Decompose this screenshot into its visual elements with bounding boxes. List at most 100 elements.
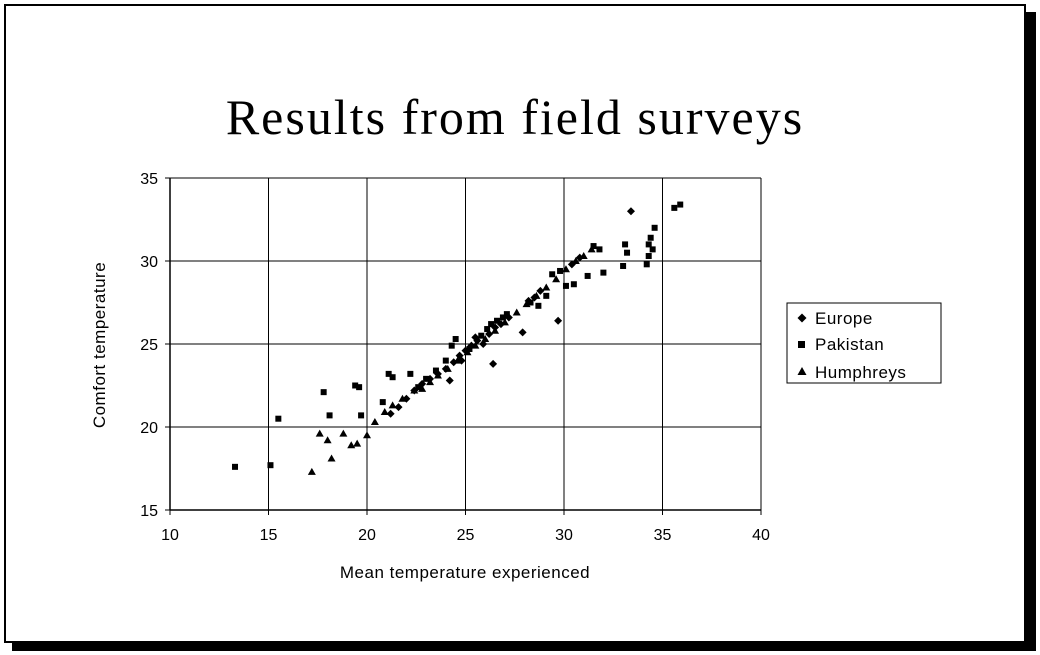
point-pakistan: [358, 412, 365, 419]
point-humphreys: [532, 291, 541, 299]
legend-box: [786, 302, 942, 384]
point-humphreys: [418, 384, 427, 392]
point-humphreys: [587, 245, 596, 253]
y-axis-title: Comfort temperature: [90, 262, 109, 428]
point-pakistan: [549, 271, 556, 278]
point-humphreys: [491, 326, 500, 334]
point-europe: [554, 316, 563, 325]
point-humphreys: [463, 348, 472, 356]
point-pakistan: [590, 243, 597, 250]
point-pakistan: [622, 241, 629, 248]
point-pakistan: [326, 412, 333, 419]
point-humphreys: [552, 275, 561, 283]
x-tick-label: 10: [161, 527, 179, 544]
legend-triangle-icon: [797, 367, 807, 375]
point-europe: [626, 207, 635, 216]
point-humphreys: [315, 429, 324, 437]
point-pakistan: [624, 249, 631, 256]
legend-label-pakistan: Pakistan: [815, 335, 884, 354]
point-europe: [386, 409, 395, 418]
point-pakistan: [503, 311, 510, 318]
point-pakistan: [488, 321, 495, 328]
point-pakistan: [275, 415, 282, 422]
y-tick-label: 25: [140, 337, 158, 354]
legend-square-icon: [798, 341, 805, 348]
point-pakistan: [647, 234, 654, 241]
point-humphreys: [363, 431, 371, 439]
point-pakistan: [562, 282, 569, 289]
point-humphreys: [307, 467, 316, 475]
point-humphreys: [380, 408, 389, 416]
point-pakistan: [643, 261, 650, 268]
point-pakistan: [466, 345, 473, 352]
point-humphreys: [410, 386, 419, 394]
point-pakistan: [620, 262, 627, 269]
point-pakistan: [645, 253, 652, 260]
point-pakistan: [432, 367, 439, 374]
x-tick-label: 25: [457, 527, 475, 544]
y-tick-label: 15: [140, 503, 158, 520]
point-humphreys: [571, 257, 580, 264]
point-humphreys: [433, 371, 442, 379]
point-pakistan: [352, 382, 359, 389]
point-pakistan: [499, 314, 506, 321]
point-humphreys: [426, 378, 435, 386]
point-humphreys: [522, 300, 531, 308]
point-europe: [489, 359, 498, 368]
point-pakistan: [415, 384, 422, 391]
point-pakistan: [389, 374, 396, 381]
point-pakistan: [385, 370, 392, 377]
x-axis-title: Mean temperature experienced: [340, 563, 590, 582]
point-pakistan: [543, 292, 550, 299]
point-pakistan: [527, 299, 534, 306]
point-europe: [445, 376, 454, 385]
data-points: [232, 201, 684, 475]
legend-diamond-icon: [797, 313, 807, 323]
point-humphreys: [500, 318, 509, 326]
point-humphreys: [471, 341, 480, 349]
point-europe: [518, 328, 527, 337]
point-humphreys: [481, 335, 490, 343]
point-pakistan: [448, 342, 455, 349]
point-pakistan: [645, 241, 652, 248]
point-pakistan: [320, 389, 327, 396]
point-pakistan: [651, 224, 658, 231]
point-pakistan: [442, 357, 449, 364]
y-tick-label: 20: [140, 420, 158, 437]
point-pakistan: [584, 272, 591, 279]
point-humphreys: [370, 418, 379, 426]
x-tick-label: 15: [260, 527, 278, 544]
point-pakistan: [267, 462, 274, 469]
point-humphreys: [323, 436, 332, 444]
point-pakistan: [356, 384, 363, 391]
axes: [165, 177, 762, 515]
x-tick-label: 30: [555, 527, 573, 544]
point-humphreys: [579, 252, 588, 260]
y-tick-label: 35: [140, 171, 158, 188]
point-humphreys: [388, 401, 397, 409]
point-pakistan: [484, 326, 491, 333]
x-tick-label: 20: [358, 527, 376, 544]
point-europe: [471, 333, 480, 342]
point-pakistan: [557, 267, 564, 274]
point-humphreys: [327, 454, 336, 462]
y-tick-label: 30: [140, 254, 158, 271]
point-pakistan: [452, 336, 459, 343]
point-pakistan: [570, 281, 577, 288]
point-pakistan: [600, 269, 607, 276]
point-humphreys: [561, 265, 570, 273]
point-humphreys: [353, 439, 362, 447]
point-pakistan: [407, 370, 414, 377]
legend: Europe Pakistan Humphreys: [786, 302, 942, 384]
gridlines: [170, 177, 762, 510]
point-pakistan: [677, 201, 684, 208]
point-pakistan: [535, 302, 542, 309]
legend-label-humphreys: Humphreys: [815, 363, 906, 382]
point-pakistan: [379, 399, 386, 406]
y-tick-labels: 15 20 25 30 35: [140, 171, 158, 520]
point-pakistan: [494, 317, 501, 324]
point-europe: [536, 286, 545, 295]
point-humphreys: [339, 429, 348, 437]
point-humphreys: [443, 364, 452, 372]
